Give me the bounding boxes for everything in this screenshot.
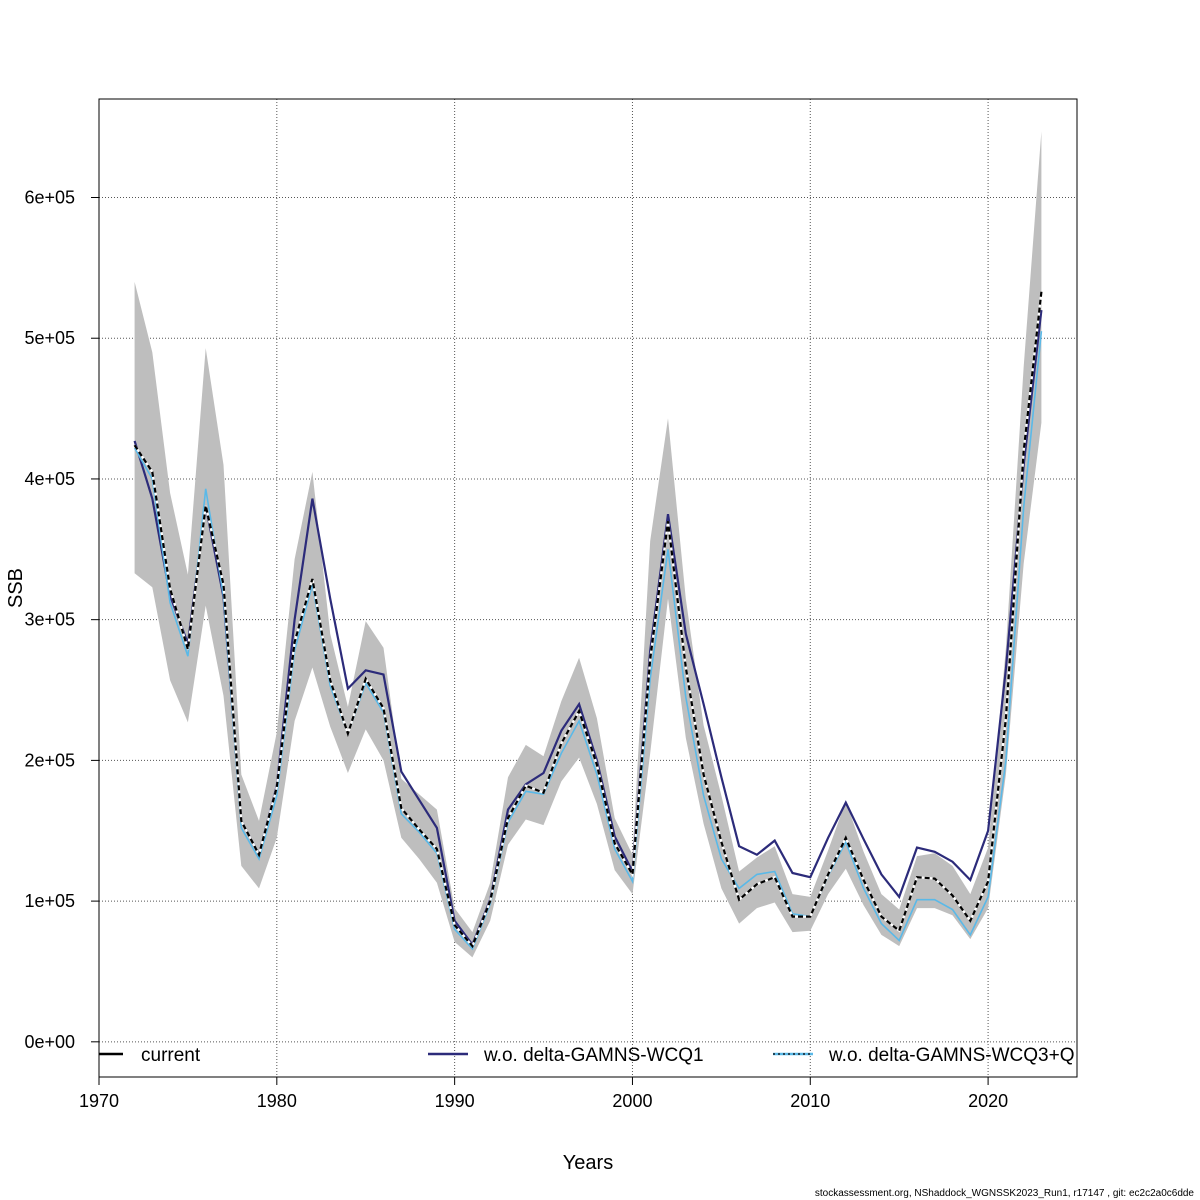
confidence-band-area — [134, 131, 1042, 958]
x-tick-label: 2010 — [790, 1091, 830, 1111]
y-tick-label: 6e+05 — [24, 188, 75, 208]
x-tick-label: 2020 — [968, 1091, 1008, 1111]
legend-label-current: current — [141, 1045, 201, 1066]
y-tick-label: 4e+05 — [24, 469, 75, 489]
series-line-current — [133, 291, 1043, 949]
y-tick-label: 0e+00 — [24, 1032, 75, 1052]
confidence-band — [134, 131, 1042, 958]
footer-caption: stockassessment.org, NShaddock_WGNSSK202… — [815, 1188, 1195, 1199]
series-line-wcq3 — [133, 331, 1043, 951]
y-axis: 0e+00 1e+05 2e+05 3e+05 4e+05 5e+05 6e+05 — [24, 188, 100, 1052]
x-tick-label: 1990 — [435, 1091, 475, 1111]
grid-lines — [98, 99, 1077, 1077]
y-tick-label: 1e+05 — [24, 891, 75, 911]
y-axis-title: SSB — [5, 568, 27, 608]
x-tick-label: 1980 — [257, 1091, 297, 1111]
series-line-wcq1 — [133, 309, 1043, 947]
legend-label-wcq1: w.o. delta-GAMNS-WCQ1 — [483, 1045, 704, 1066]
x-axis-title: Years — [563, 1152, 613, 1174]
plot-frame — [98, 98, 1078, 1078]
y-tick-label: 2e+05 — [24, 750, 75, 770]
series-lines — [133, 291, 1043, 951]
legend: current w.o. delta-GAMNS-WCQ1 w.o. delta-G… — [99, 1045, 1074, 1066]
legend-label-wcq3: w.o. delta-GAMNS-WCQ3+Q — [828, 1045, 1074, 1066]
x-tick-label: 1970 — [79, 1091, 119, 1111]
x-tick-label: 2000 — [612, 1091, 652, 1111]
y-tick-label: 5e+05 — [24, 328, 75, 348]
x-axis: 1970 1980 1990 2000 2010 2020 — [79, 1076, 1008, 1111]
y-tick-label: 3e+05 — [24, 610, 75, 630]
